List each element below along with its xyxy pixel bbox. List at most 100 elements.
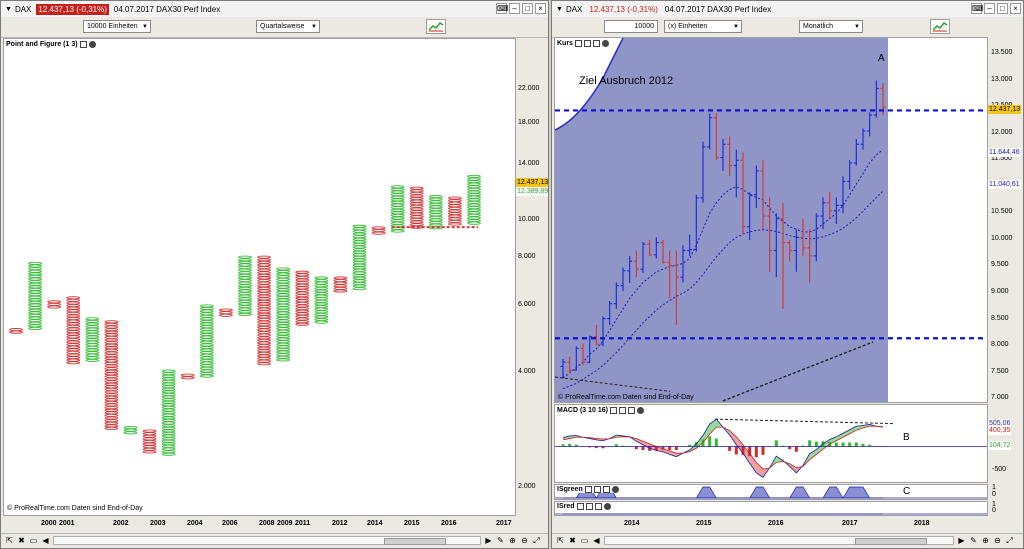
horizontal-scrollbar[interactable] — [604, 536, 954, 545]
close-panel-icon[interactable] — [88, 41, 96, 48]
zoom-in-icon[interactable]: ⊕ — [509, 536, 516, 545]
copyright-footer: © ProRealTime.com Daten sind End-of-Day — [7, 505, 143, 512]
pnf-plot-area[interactable]: Point and Figure (1 3) © ProRealTime.com… — [3, 38, 516, 516]
chart-settings-icon[interactable] — [426, 19, 446, 34]
delete-icon[interactable]: ✖ — [569, 536, 576, 545]
wrench-icon[interactable] — [584, 486, 592, 493]
close-icon[interactable]: × — [535, 3, 546, 14]
keyboard-icon[interactable]: ⌨ — [496, 3, 509, 14]
period-select[interactable]: Monatlich ▼ — [799, 20, 863, 33]
pnf-column — [47, 300, 62, 309]
arrow-right-icon[interactable]: ▶ — [958, 536, 965, 545]
period-select-value: Monatlich — [803, 23, 833, 30]
macd-fill — [749, 453, 757, 473]
pnf-column — [199, 304, 214, 378]
ohlc-bar — [820, 197, 826, 230]
macd-fill — [736, 436, 743, 454]
price-y-tick: 13.000 — [991, 75, 1013, 83]
crosshair-icon[interactable]: ▭ — [29, 536, 38, 545]
zoom-out-icon[interactable]: ⊖ — [521, 536, 528, 545]
macd-chart — [555, 405, 987, 482]
close-panel-icon[interactable] — [603, 503, 611, 510]
crosshair-icon[interactable]: ▭ — [580, 536, 589, 545]
price-x-tick: 2016 — [768, 520, 784, 527]
macd-badge: 400,35 — [988, 425, 1012, 435]
expand-panel-icon[interactable] — [585, 503, 593, 510]
edit-icon[interactable]: ✎ — [497, 536, 504, 545]
pnf-column — [9, 328, 23, 334]
macd-histogram-bar — [661, 446, 665, 450]
units-select-value: (x) Einheiten — [668, 23, 708, 30]
wrench-icon[interactable] — [576, 503, 584, 510]
pnf-box — [142, 450, 157, 454]
zoom-in-icon[interactable]: ⊕ — [982, 536, 989, 545]
ohlc-bar — [567, 356, 573, 373]
expand-panel-icon[interactable] — [593, 486, 601, 493]
keyboard-icon[interactable]: ⌨ — [971, 3, 984, 14]
expand-panel-icon[interactable] — [583, 40, 591, 47]
minimize-panel-icon[interactable] — [594, 503, 602, 510]
isred-plot-area[interactable]: ISred — [554, 501, 988, 516]
ohlc-bar — [707, 113, 713, 150]
price-plot-area[interactable]: Kurs Ziel Ausbruch 2012 A © ProRealTime.… — [554, 37, 988, 403]
macd-fill — [669, 450, 677, 457]
macd-histogram-bar — [854, 442, 858, 447]
minimize-panel-icon[interactable] — [627, 407, 635, 414]
arrow-left-icon[interactable]: ◀ — [42, 536, 49, 545]
expand-panel-icon[interactable] — [618, 407, 626, 414]
symbol-dropdown-icon[interactable]: ▼ — [556, 5, 563, 13]
maximize-icon[interactable]: □ — [997, 3, 1008, 14]
arrow-right-icon[interactable]: ▶ — [485, 536, 492, 545]
macd-histogram-bar — [748, 446, 752, 457]
maximize-icon[interactable]: □ — [522, 3, 533, 14]
zoom-fit-icon[interactable]: ⤢ — [1006, 536, 1013, 545]
period-select[interactable]: Quartalsweise ▼ — [256, 20, 320, 33]
pnf-box — [238, 312, 252, 316]
price-text: 12.437,13 (-0,31%) — [589, 4, 658, 14]
minimize-icon[interactable]: – — [509, 3, 520, 14]
zoom-fit-icon[interactable]: ⤢ — [533, 536, 540, 545]
units-select[interactable]: (x) Einheiten ▼ — [664, 20, 742, 33]
left-toolbar: 10000 Einheiten ▼ Quartalsweise ▼ — [1, 17, 548, 38]
arrow-left-icon[interactable]: ◀ — [593, 536, 600, 545]
pnf-x-tick: 2017 — [496, 520, 512, 527]
symbol-label[interactable]: DAX — [14, 4, 32, 14]
price-badge: 11.040,61 — [988, 179, 1021, 189]
pnf-box — [28, 326, 43, 330]
kurs-panel-title-text: Kurs — [557, 40, 573, 47]
wrench-icon[interactable] — [609, 407, 617, 414]
delete-icon[interactable]: ✖ — [18, 536, 25, 545]
close-panel-icon[interactable] — [636, 407, 644, 414]
macd-panel-title: MACD (3 10 16) — [557, 407, 644, 414]
zoom-out-icon[interactable]: ⊖ — [994, 536, 1001, 545]
price-y-tick: 11.500 — [991, 155, 1012, 163]
minimize-panel-icon[interactable] — [602, 486, 610, 493]
pnf-box — [9, 330, 23, 334]
cursor-icon[interactable]: ⇱ — [557, 536, 564, 545]
wrench-icon[interactable] — [574, 40, 582, 47]
macd-histogram-bar — [834, 442, 838, 447]
ohlc-bar — [767, 197, 773, 272]
chart-settings-icon[interactable] — [930, 19, 950, 34]
macd-histogram-bar — [594, 446, 598, 449]
symbol-dropdown-icon[interactable]: ▼ — [5, 5, 12, 13]
edit-icon[interactable]: ✎ — [970, 536, 977, 545]
isgreen-plot-area[interactable]: ISgreen C — [554, 484, 988, 500]
horizontal-scrollbar[interactable] — [53, 536, 481, 545]
ohlc-bar — [873, 80, 879, 118]
macd-plot-area[interactable]: MACD (3 10 16) B — [554, 404, 988, 483]
close-icon[interactable]: × — [1010, 3, 1021, 14]
minimize-panel-icon[interactable] — [592, 40, 600, 47]
symbol-label[interactable]: DAX — [565, 4, 583, 14]
pnf-box — [276, 358, 291, 362]
minimize-icon[interactable]: – — [984, 3, 995, 14]
close-panel-icon[interactable] — [611, 486, 619, 493]
macd-fill — [743, 444, 750, 464]
units-value-input[interactable]: 10000 — [604, 20, 658, 33]
instrument-name: 04.07.2017 DAX30 Perf Index — [664, 4, 772, 14]
cursor-icon[interactable]: ⇱ — [6, 536, 13, 545]
close-panel-icon[interactable] — [601, 40, 609, 47]
wrench-icon[interactable] — [79, 41, 87, 48]
units-select[interactable]: 10000 Einheiten ▼ — [83, 20, 151, 33]
upper-left-curve — [555, 38, 624, 131]
